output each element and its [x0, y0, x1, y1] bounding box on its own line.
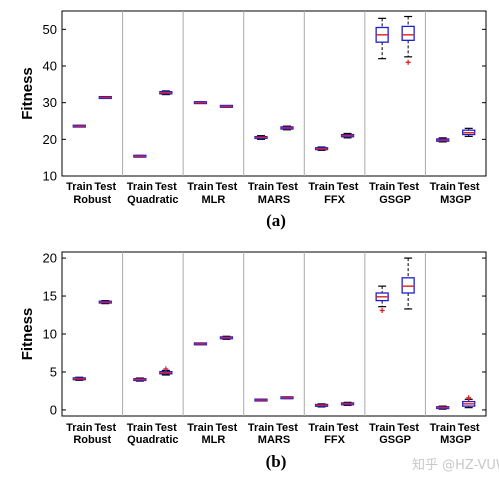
box-m3gp-train — [436, 137, 450, 143]
split-label-train: Train — [127, 422, 154, 434]
y-tick-label: 20 — [43, 251, 57, 266]
y-axis-label: Fitness — [19, 67, 36, 120]
box-quadratic-train — [133, 154, 147, 158]
split-label-test: Test — [397, 181, 419, 193]
split-label-test: Test — [94, 181, 116, 193]
split-label-train: Train — [308, 422, 335, 434]
box-quadratic-test — [159, 366, 173, 376]
group-label-robust: Robust — [73, 194, 111, 206]
box-ffx-test — [340, 132, 355, 139]
watermark: 知乎 @HZ-VUW — [412, 457, 499, 473]
box-mars-train — [254, 135, 268, 140]
split-label-test: Test — [458, 422, 480, 434]
plot-frame — [61, 251, 487, 417]
panel-caption: (a) — [266, 211, 286, 230]
y-tick-label: 10 — [43, 327, 57, 342]
box-robust-test — [98, 299, 112, 305]
box-mars-train — [254, 398, 268, 402]
split-label-test: Test — [155, 181, 177, 193]
box-gsgp-train — [375, 17, 389, 60]
box-gsgp-train-outlier — [379, 307, 385, 313]
y-tick-label: 15 — [43, 289, 57, 304]
split-label-train: Train — [127, 181, 154, 193]
split-label-test: Test — [337, 181, 359, 193]
split-label-train: Train — [430, 422, 457, 434]
box-gsgp-test — [401, 15, 415, 65]
split-label-train: Train — [66, 422, 93, 434]
split-label-train: Train — [308, 181, 335, 193]
split-label-train: Train — [187, 181, 214, 193]
group-label-mlr: MLR — [202, 434, 226, 446]
y-tick-label: 20 — [43, 132, 57, 147]
box-gsgp-test-outlier — [405, 59, 411, 65]
split-label-train: Train — [248, 422, 275, 434]
y-tick-label: 50 — [43, 22, 57, 37]
y-axis-label: Fitness — [19, 308, 36, 361]
panel-caption: (b) — [266, 452, 287, 471]
split-label-test: Test — [458, 181, 480, 193]
split-label-test: Test — [155, 422, 177, 434]
split-label-train: Train — [430, 181, 457, 193]
split-label-test: Test — [397, 422, 419, 434]
box-robust-train — [72, 376, 86, 381]
box-m3gp-test — [462, 127, 476, 137]
split-label-test: Test — [337, 422, 359, 434]
split-label-train: Train — [66, 181, 93, 193]
box-gsgp-test-iqr — [401, 25, 415, 41]
box-quadratic-test — [159, 90, 173, 96]
box-mars-test — [280, 396, 294, 400]
y-tick-label: 5 — [50, 364, 57, 379]
group-label-mlr: MLR — [202, 194, 226, 206]
split-label-train: Train — [369, 422, 396, 434]
box-m3gp-test-outlier — [466, 395, 472, 401]
y-tick-label: 30 — [43, 95, 57, 110]
box-mlr-test — [219, 335, 234, 340]
box-robust-train — [72, 124, 86, 128]
box-gsgp-test — [401, 257, 415, 310]
group-label-m3gp: M3GP — [440, 434, 471, 446]
group-label-mars: MARS — [258, 434, 290, 446]
group-label-ffx: FFX — [324, 194, 345, 206]
group-label-robust: Robust — [73, 434, 111, 446]
group-label-quadratic: Quadratic — [127, 434, 178, 446]
box-mlr-test — [219, 104, 234, 108]
group-label-gsgp: GSGP — [379, 194, 411, 206]
box-m3gp-train — [436, 405, 450, 410]
box-ffx-train — [314, 146, 329, 151]
box-gsgp-test-iqr — [401, 277, 415, 294]
box-robust-test — [98, 95, 112, 100]
plot-frame — [61, 10, 487, 177]
box-mlr-train — [193, 342, 208, 346]
y-tick-label: 10 — [43, 169, 57, 184]
box-quadratic-train — [133, 377, 147, 382]
group-label-gsgp: GSGP — [379, 434, 411, 446]
group-label-quadratic: Quadratic — [127, 194, 178, 206]
split-label-test: Test — [276, 422, 298, 434]
split-label-test: Test — [94, 422, 116, 434]
box-quadratic-test-outlier — [163, 366, 169, 372]
split-label-test: Test — [276, 181, 298, 193]
box-mlr-train — [193, 101, 208, 105]
box-ffx-train — [314, 403, 329, 408]
split-label-train: Train — [248, 181, 275, 193]
split-label-test: Test — [216, 422, 238, 434]
group-label-ffx: FFX — [324, 434, 345, 446]
group-label-mars: MARS — [258, 194, 290, 206]
box-gsgp-train — [375, 285, 389, 313]
group-label-m3gp: M3GP — [440, 194, 471, 206]
y-tick-label: 0 — [50, 402, 57, 417]
box-m3gp-test — [462, 395, 476, 409]
split-label-train: Train — [369, 181, 396, 193]
box-ffx-test — [340, 401, 355, 406]
box-mars-test — [280, 125, 294, 131]
y-tick-label: 40 — [43, 59, 57, 74]
split-label-test: Test — [216, 181, 238, 193]
split-label-train: Train — [187, 422, 214, 434]
